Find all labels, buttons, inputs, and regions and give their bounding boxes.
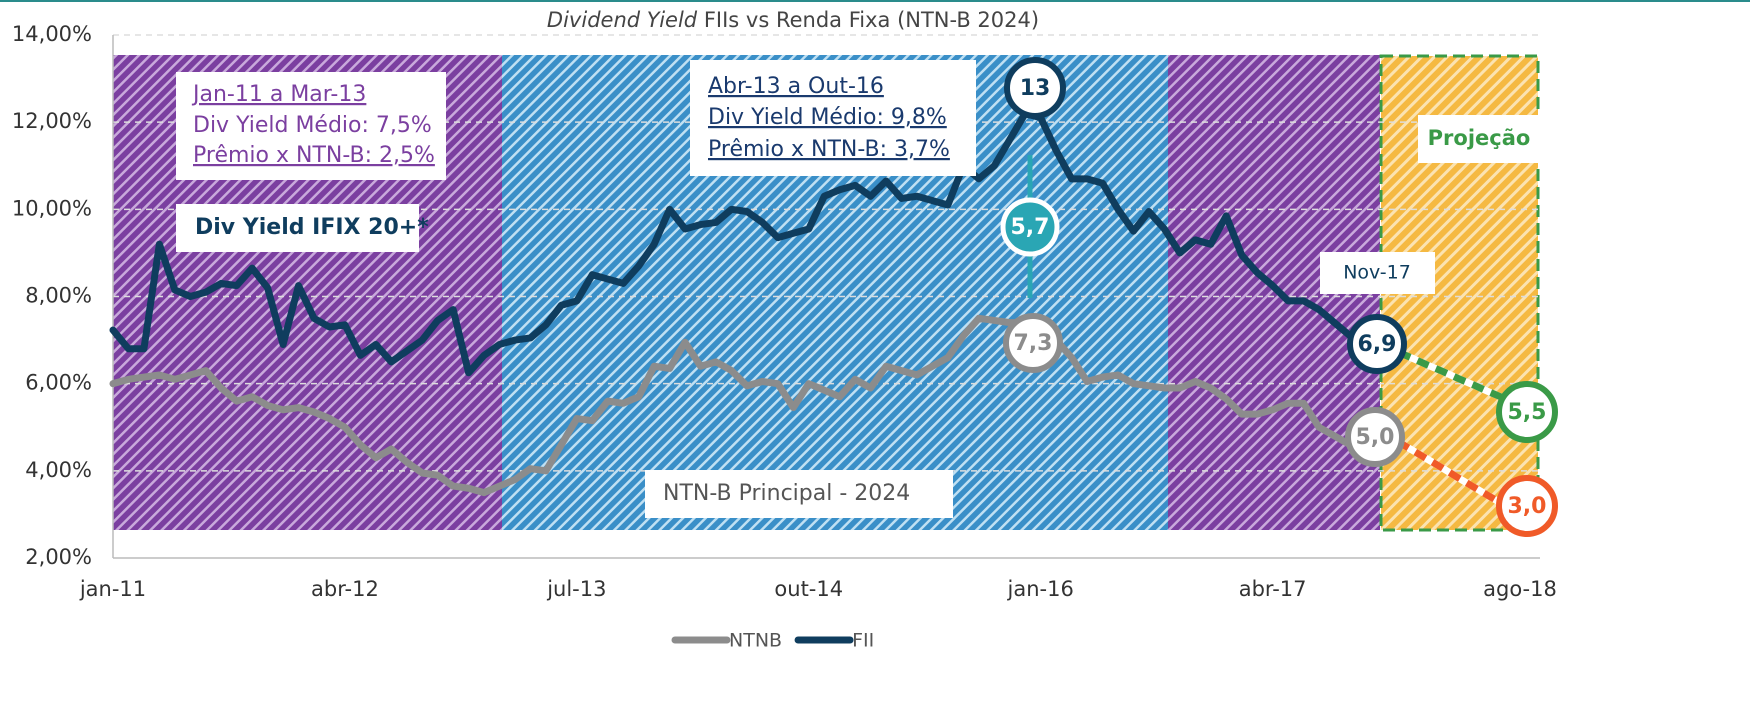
bubble [1000, 197, 1060, 257]
y-tick-label: 12,00% [12, 109, 92, 133]
bubble [1347, 314, 1407, 374]
bubble-text: 5,7 [1011, 215, 1050, 240]
y-tick-label: 10,00% [12, 196, 92, 220]
x-tick-label: abr-12 [311, 577, 379, 601]
x-tick-label: jan-16 [1007, 577, 1074, 601]
ntnb-label: NTN-B Principal - 2024 [663, 481, 910, 506]
x-tick-label: ago-18 [1483, 577, 1557, 601]
chart-title: Dividend Yield FIIs vs Renda Fixa (NTN-B… [547, 8, 1039, 32]
x-tick-label: out-14 [774, 577, 843, 601]
projection-label: Projeção [1428, 126, 1531, 150]
date-label: Nov-17 [1343, 262, 1411, 284]
x-tick-label: jan-11 [79, 577, 146, 601]
bubble-text: 13 [1020, 76, 1051, 101]
bubble-text: 5,0 [1356, 425, 1395, 450]
annotation-text: Prêmio x NTN-B: 3,7% [708, 137, 950, 162]
annotation-text: Abr-13 a Out-16 [708, 74, 884, 99]
x-tick-label: jul-13 [546, 577, 606, 601]
legend-label: NTNB [729, 630, 782, 652]
legend-label: FII [852, 630, 874, 652]
bubble [1004, 57, 1066, 119]
bubble [1496, 475, 1558, 537]
annotation-text: Prêmio x NTN-B: 2,5% [193, 143, 435, 168]
bubbles: 13 5,7 7,3 6,9 5,0 5,5 3,0 [1000, 57, 1558, 537]
annotation-box [690, 60, 976, 176]
series-line [109, 109, 1385, 377]
annotation-period2: Abr-13 a Out-16 Div Yield Médio: 9,8% Pr… [690, 60, 976, 176]
bubble [1003, 313, 1063, 373]
y-tick-label: 8,00% [25, 284, 92, 308]
annotation-text: Jan-11 a Mar-13 [191, 82, 366, 107]
bubble [1345, 407, 1405, 467]
annotation-box [645, 470, 953, 518]
annotation-text: Div Yield Médio: 9,8% [708, 105, 947, 130]
projection-line [1379, 428, 1522, 518]
y-tick-label: 4,00% [25, 458, 92, 482]
axis-labels: 2,00% 4,00% 6,00% 8,00% 10,00% 12,00% 14,00% ja… [12, 22, 1557, 601]
annotation-box [1320, 252, 1435, 294]
fii-label: Div Yield IFIX 20+* [195, 215, 429, 240]
bubble-text: 7,3 [1014, 331, 1053, 356]
annotation-period1: Jan-11 a Mar-13 Div Yield Médio: 7,5% Pr… [176, 72, 446, 180]
x-tick-label: abr-17 [1239, 577, 1307, 601]
y-tick-label: 2,00% [25, 545, 92, 569]
annotation-box [176, 204, 419, 252]
y-tick-label: 6,00% [25, 371, 92, 395]
bubble-text: 3,0 [1508, 494, 1547, 519]
legend: NTNB FII [671, 630, 874, 652]
bubble-text: 5,5 [1508, 400, 1547, 425]
bubble-text: 6,9 [1358, 332, 1397, 357]
grid [113, 34, 1540, 559]
annotation-box [176, 72, 446, 180]
title-italic: Dividend Yield [547, 8, 698, 32]
y-tick-label: 14,00% [12, 22, 92, 46]
bubble [1496, 381, 1558, 443]
annotation-text: Div Yield Médio: 7,5% [193, 113, 432, 138]
annotation-box [1418, 115, 1540, 163]
title-rest: FIIs vs Renda Fixa (NTN-B 2024) [704, 8, 1039, 32]
series-line [109, 314, 1385, 497]
